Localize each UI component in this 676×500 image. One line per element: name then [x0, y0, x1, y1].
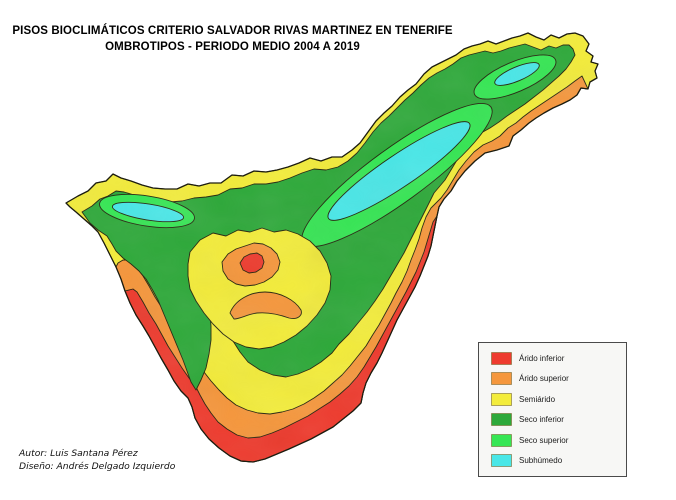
- legend-label: Subhúmedo: [519, 456, 563, 466]
- credit-design: Diseño: Andrés Delgado Izquierdo: [19, 460, 176, 472]
- legend-item-arido-inferior: Árido inferior: [479, 348, 626, 369]
- map-title: PISOS BIOCLIMÁTICOS CRITERIO SALVADOR RI…: [0, 24, 465, 55]
- legend-label: Seco inferior: [519, 415, 564, 425]
- legend-item-semiarido: Semiárido: [479, 389, 626, 410]
- legend-swatch-seco-inferior: [491, 413, 512, 427]
- swatch-rect: [491, 392, 512, 406]
- legend-item-arido-superior: Árido superior: [479, 369, 626, 390]
- swatch-rect: [491, 372, 512, 386]
- legend-swatch-subhumedo: [491, 454, 512, 468]
- legend-item-subhumedo: Subhúmedo: [479, 451, 626, 472]
- legend-swatch-arido-superior: [491, 372, 512, 386]
- map-title-line1: PISOS BIOCLIMÁTICOS CRITERIO SALVADOR RI…: [12, 25, 453, 37]
- legend-item-seco-inferior: Seco inferior: [479, 410, 626, 431]
- legend-swatch-semiarido: [491, 392, 512, 406]
- legend-label: Árido superior: [519, 374, 569, 384]
- credits: Autor: Luis Santana Pérez Diseño: Andrés…: [19, 448, 175, 473]
- legend-label: Seco superior: [519, 435, 569, 445]
- map-title-line2: OMBROTIPOS - PERIODO MEDIO 2004 A 2019: [105, 40, 360, 53]
- legend: Árido inferior Árido superior Semiárido …: [478, 342, 627, 477]
- swatch-rect: [491, 351, 512, 365]
- legend-swatch-seco-superior: [491, 433, 512, 447]
- legend-item-seco-superior: Seco superior: [479, 430, 626, 451]
- legend-label: Semiárido: [519, 394, 556, 404]
- swatch-rect: [491, 454, 512, 468]
- legend-label: Árido inferior: [519, 353, 565, 363]
- swatch-rect: [491, 433, 512, 447]
- credit-author: Autor: Luis Santana Pérez: [19, 448, 138, 459]
- legend-swatch-arido-inferior: [491, 351, 512, 365]
- swatch-rect: [491, 413, 512, 427]
